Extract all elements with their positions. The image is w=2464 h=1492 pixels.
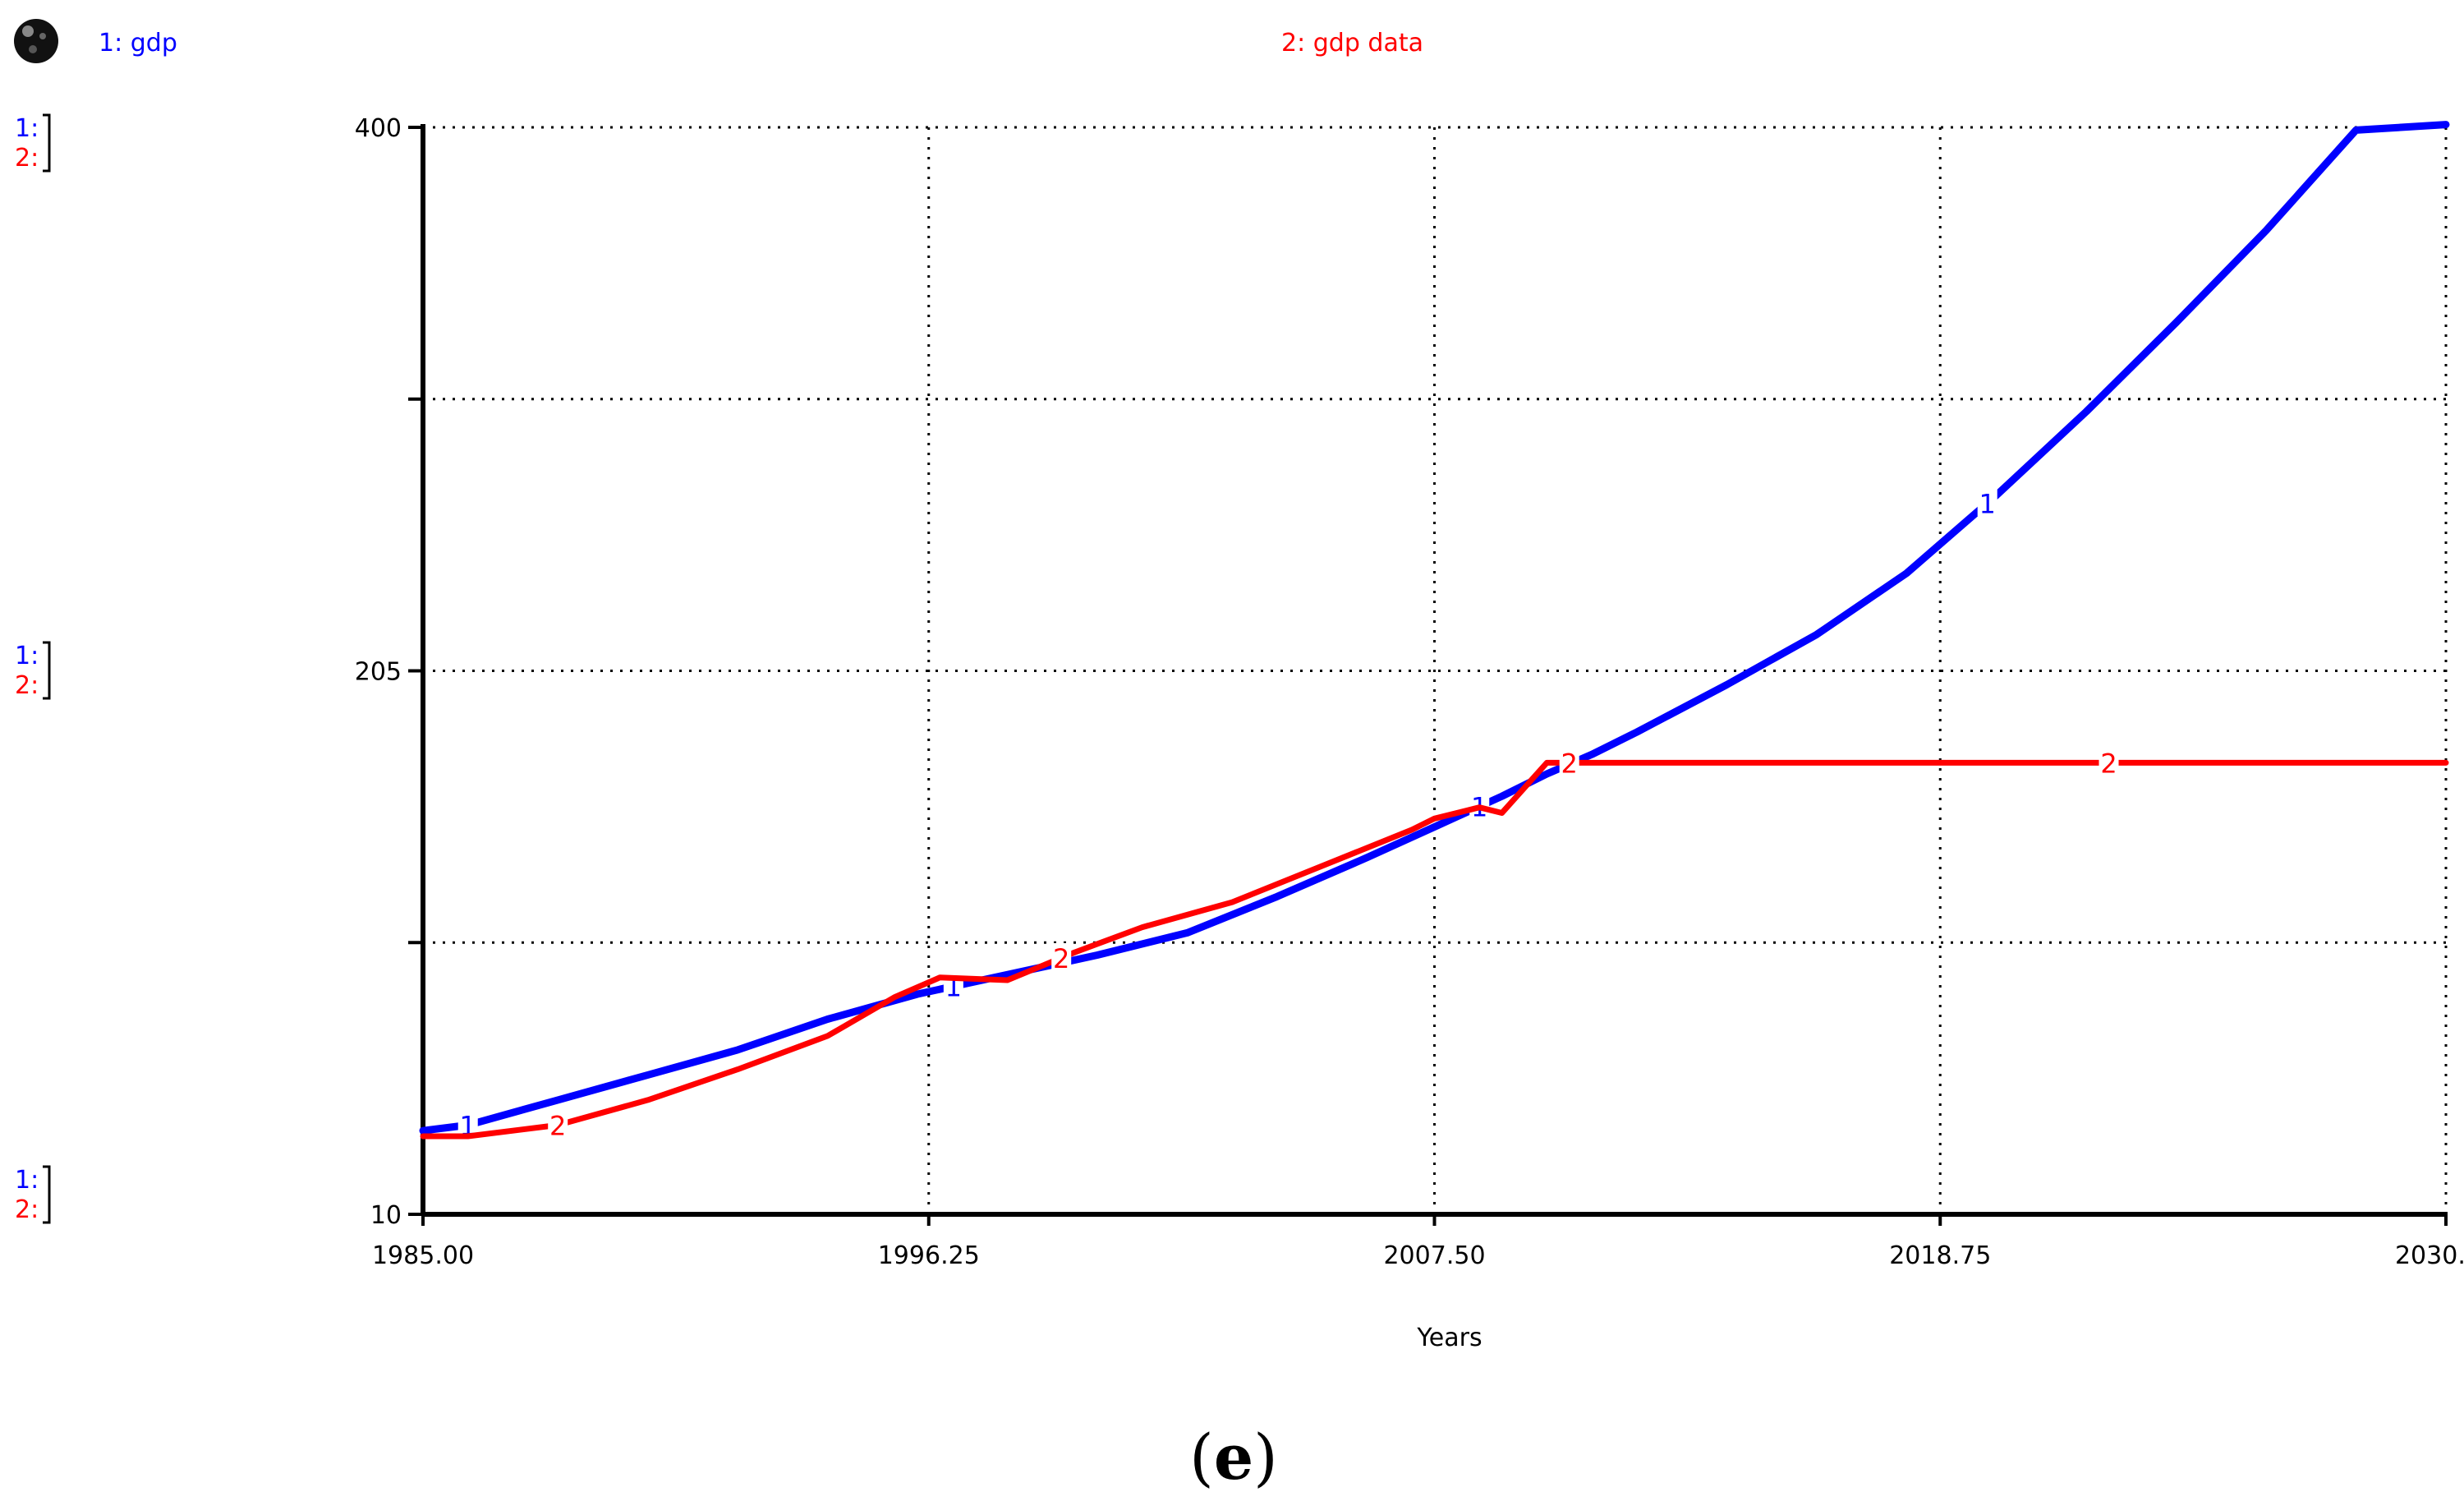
scale-label-series-1: 1: <box>15 114 39 143</box>
axes <box>408 124 2448 1226</box>
scale-label-series-1: 1: <box>15 1166 39 1195</box>
x-tick-labels: 1985.00 1996.25 2007.50 2018.75 2030.00 <box>372 1241 2464 1270</box>
scale-bracket <box>43 1165 51 1224</box>
x-tick-label: 2007.50 <box>1383 1241 1485 1270</box>
scale-label-series-2: 2: <box>15 671 39 700</box>
series-marker-bg <box>2099 748 2119 776</box>
x-tick-label: 2030.00 <box>2395 1241 2464 1270</box>
scale-bracket <box>43 113 51 173</box>
x-axis-title: Years <box>1416 1324 1482 1352</box>
y-tick-labels: 10 205 400 <box>355 114 402 1230</box>
x-tick-label: 1996.25 <box>878 1241 980 1270</box>
series-marker-label: 2 <box>1053 943 1069 974</box>
scale-label-series-2: 2: <box>15 1195 39 1224</box>
legend-item-gdp-data: 2: gdp data <box>1281 29 1423 58</box>
scale-label-series-1: 1: <box>15 642 39 670</box>
series-marker-label: 2 <box>549 1110 566 1141</box>
scale-bracket <box>43 641 51 700</box>
x-tick-label: 2018.75 <box>1889 1241 1991 1270</box>
series-marker-bg <box>1559 748 1579 776</box>
caption-close-paren: ) <box>1253 1421 1278 1492</box>
y-tick-label: 205 <box>355 658 402 687</box>
legend-item-gdp: 1: gdp <box>99 29 177 58</box>
caption-letter: e <box>1214 1421 1253 1492</box>
y-tick-label: 400 <box>355 114 402 143</box>
y-tick-label: 10 <box>370 1201 402 1230</box>
grid-lines <box>423 126 2448 1214</box>
series-marker-label: 1 <box>1979 488 1996 519</box>
scale-labels-bottom: 1: 2: <box>15 1165 51 1224</box>
series-marker-bg <box>1051 942 1072 971</box>
series-marker-bg <box>548 1110 568 1139</box>
scale-labels-top: 1: 2: <box>15 113 51 173</box>
status-ball-icon[interactable] <box>14 19 58 63</box>
caption-open-paren: ( <box>1189 1421 1214 1492</box>
scale-label-series-2: 2: <box>15 144 39 173</box>
series-line-2 <box>420 759 2449 1140</box>
series-marker-label: 2 <box>2100 748 2117 779</box>
scale-labels-middle: 1: 2: <box>15 641 51 700</box>
plot-area: 10 205 400 1985.00 1996.25 2007.50 2018.75 203… <box>355 114 2464 1270</box>
series-marker-label: 2 <box>1561 748 1578 779</box>
x-tick-label: 1985.00 <box>372 1241 474 1270</box>
figure-caption: (e) <box>1189 1421 1278 1492</box>
series-marker-bg <box>1977 488 1997 517</box>
